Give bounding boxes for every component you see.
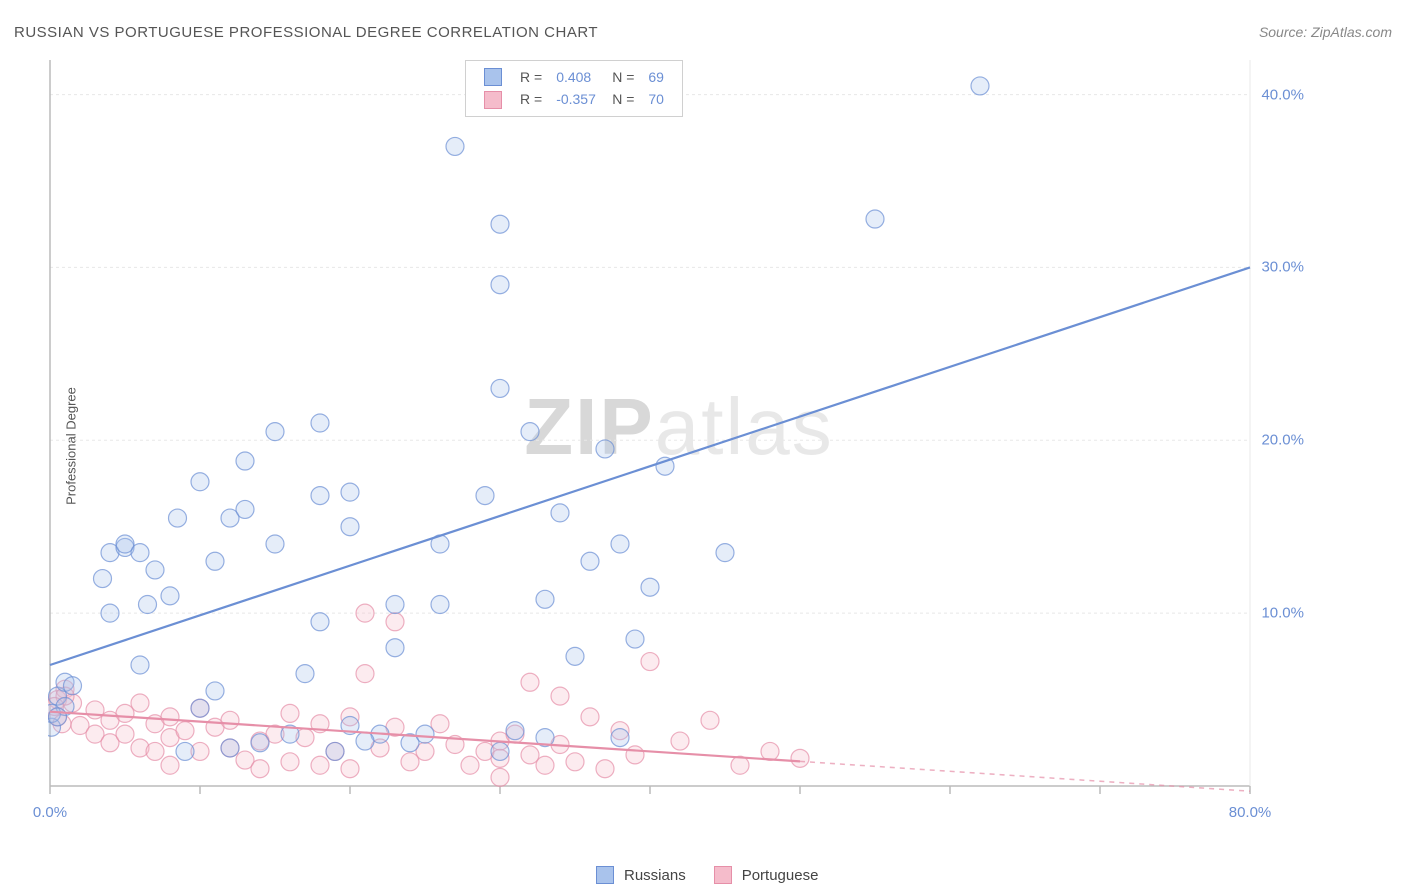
y-tick-label: 20.0% (1261, 432, 1304, 449)
legend-swatch (596, 866, 614, 884)
legend-n-label: N = (606, 67, 640, 87)
legend-stats-box: R =0.408N =69R =-0.357N =70 (465, 60, 683, 117)
legend-r-label: R = (514, 67, 548, 87)
legend-series-label: Portuguese (742, 867, 819, 884)
legend-series-label: Russians (624, 867, 686, 884)
header: RUSSIAN VS PORTUGUESE PROFESSIONAL DEGRE… (14, 18, 1392, 46)
y-tick-label: 10.0% (1261, 605, 1304, 622)
chart-container: RUSSIAN VS PORTUGUESE PROFESSIONAL DEGRE… (0, 0, 1406, 892)
x-tick-label: 0.0% (33, 804, 67, 821)
legend-swatch (714, 866, 732, 884)
y-tick-label: 40.0% (1261, 86, 1304, 103)
legend-r-value: 0.408 (550, 67, 604, 87)
source-prefix: Source: (1259, 24, 1311, 40)
legend-n-value: 70 (642, 89, 670, 109)
bottom-legend-item: Portuguese (714, 866, 819, 884)
legend-swatch (484, 68, 502, 86)
source-name: ZipAtlas.com (1311, 24, 1392, 40)
bottom-legend: Russians Portuguese (596, 866, 818, 884)
legend-stats-table: R =0.408N =69R =-0.357N =70 (476, 65, 672, 112)
legend-stats-row: R =-0.357N =70 (478, 89, 670, 109)
legend-r-value: -0.357 (550, 89, 604, 109)
source-attribution: Source: ZipAtlas.com (1259, 24, 1392, 40)
legend-n-label: N = (606, 89, 640, 109)
y-tick-label: 30.0% (1261, 259, 1304, 276)
legend-swatch (484, 91, 502, 109)
x-tick-label: 80.0% (1229, 804, 1272, 821)
legend-n-value: 69 (642, 67, 670, 87)
chart-svg (48, 58, 1310, 826)
plot-area: ZIPatlas 10.0%20.0%30.0%40.0% 0.0%80.0% … (48, 58, 1310, 826)
legend-r-label: R = (514, 89, 548, 109)
chart-title: RUSSIAN VS PORTUGUESE PROFESSIONAL DEGRE… (14, 24, 598, 41)
legend-stats-row: R =0.408N =69 (478, 67, 670, 87)
bottom-legend-item: Russians (596, 866, 686, 884)
